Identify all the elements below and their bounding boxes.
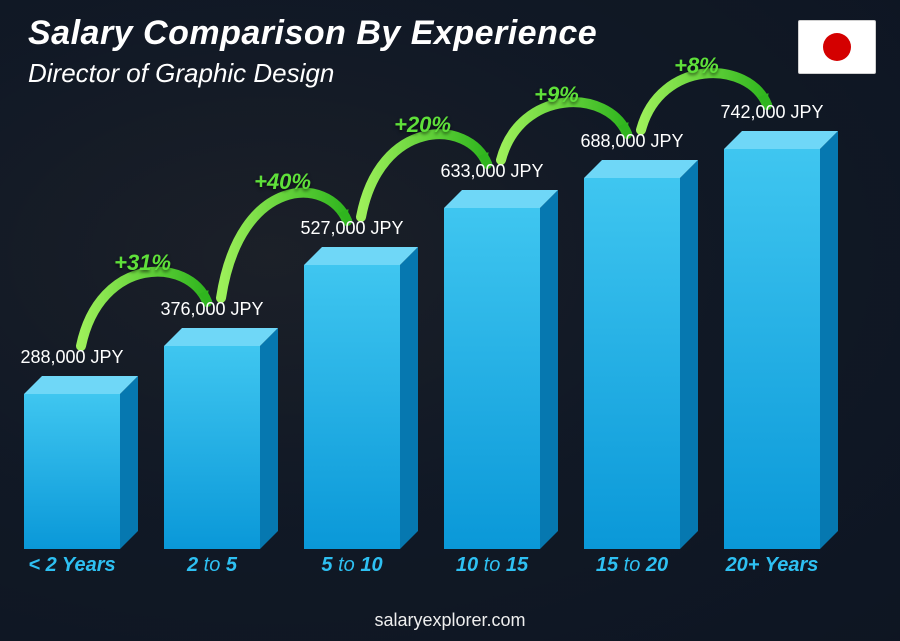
infographic-stage: Salary Comparison By Experience Director…: [0, 0, 900, 641]
bar-x-label: 2 to 5: [144, 554, 280, 577]
pct-increase-label: +31%: [114, 250, 171, 276]
bar-x-label: 5 to 10: [284, 554, 420, 577]
footer-attribution: salaryexplorer.com: [0, 610, 900, 631]
bar: 288,000 JPY: [24, 394, 120, 549]
bar-x-label: 10 to 15: [424, 554, 560, 577]
bar-value-label: 742,000 JPY: [676, 102, 868, 123]
flag-disc-icon: [823, 33, 851, 61]
bar-x-label: < 2 Years: [4, 554, 140, 577]
bar-side-face: [820, 131, 838, 549]
bar-front: [584, 178, 680, 549]
bar-top-face: [444, 190, 558, 208]
bar-top-face: [724, 131, 838, 149]
pct-increase-label: +20%: [394, 112, 451, 138]
bar-value-label: 288,000 JPY: [0, 347, 168, 368]
bar-front: [304, 265, 400, 549]
bar-top-face: [24, 376, 138, 394]
chart-title: Salary Comparison By Experience: [28, 14, 597, 53]
bar-top-face: [304, 247, 418, 265]
bar: 527,000 JPY: [304, 265, 400, 549]
bar-side-face: [260, 328, 278, 549]
bar-x-label: 15 to 20: [564, 554, 700, 577]
pct-increase-label: +40%: [254, 169, 311, 195]
pct-increase-label: +8%: [674, 53, 719, 79]
bar-front: [24, 394, 120, 549]
flag-japan: [798, 20, 876, 74]
bar-value-label: 527,000 JPY: [256, 218, 448, 239]
bar-front: [164, 346, 260, 549]
bar-chart: 288,000 JPY< 2 Years376,000 JPY2 to 5527…: [14, 100, 860, 577]
bar-value-label: 376,000 JPY: [116, 299, 308, 320]
bar-x-label: 20+ Years: [704, 554, 840, 577]
bar-value-label: 633,000 JPY: [396, 161, 588, 182]
bar-top-face: [164, 328, 278, 346]
chart-subtitle: Director of Graphic Design: [28, 58, 334, 89]
bar-front: [444, 208, 540, 549]
bar: 742,000 JPY: [724, 149, 820, 549]
bar: 688,000 JPY: [584, 178, 680, 549]
bar: 633,000 JPY: [444, 208, 540, 549]
bar-side-face: [540, 190, 558, 549]
bar-side-face: [680, 160, 698, 549]
bar: 376,000 JPY: [164, 346, 260, 549]
bar-front: [724, 149, 820, 549]
bar-side-face: [120, 376, 138, 549]
pct-increase-label: +9%: [534, 82, 579, 108]
bar-side-face: [400, 247, 418, 549]
bar-top-face: [584, 160, 698, 178]
bar-value-label: 688,000 JPY: [536, 131, 728, 152]
